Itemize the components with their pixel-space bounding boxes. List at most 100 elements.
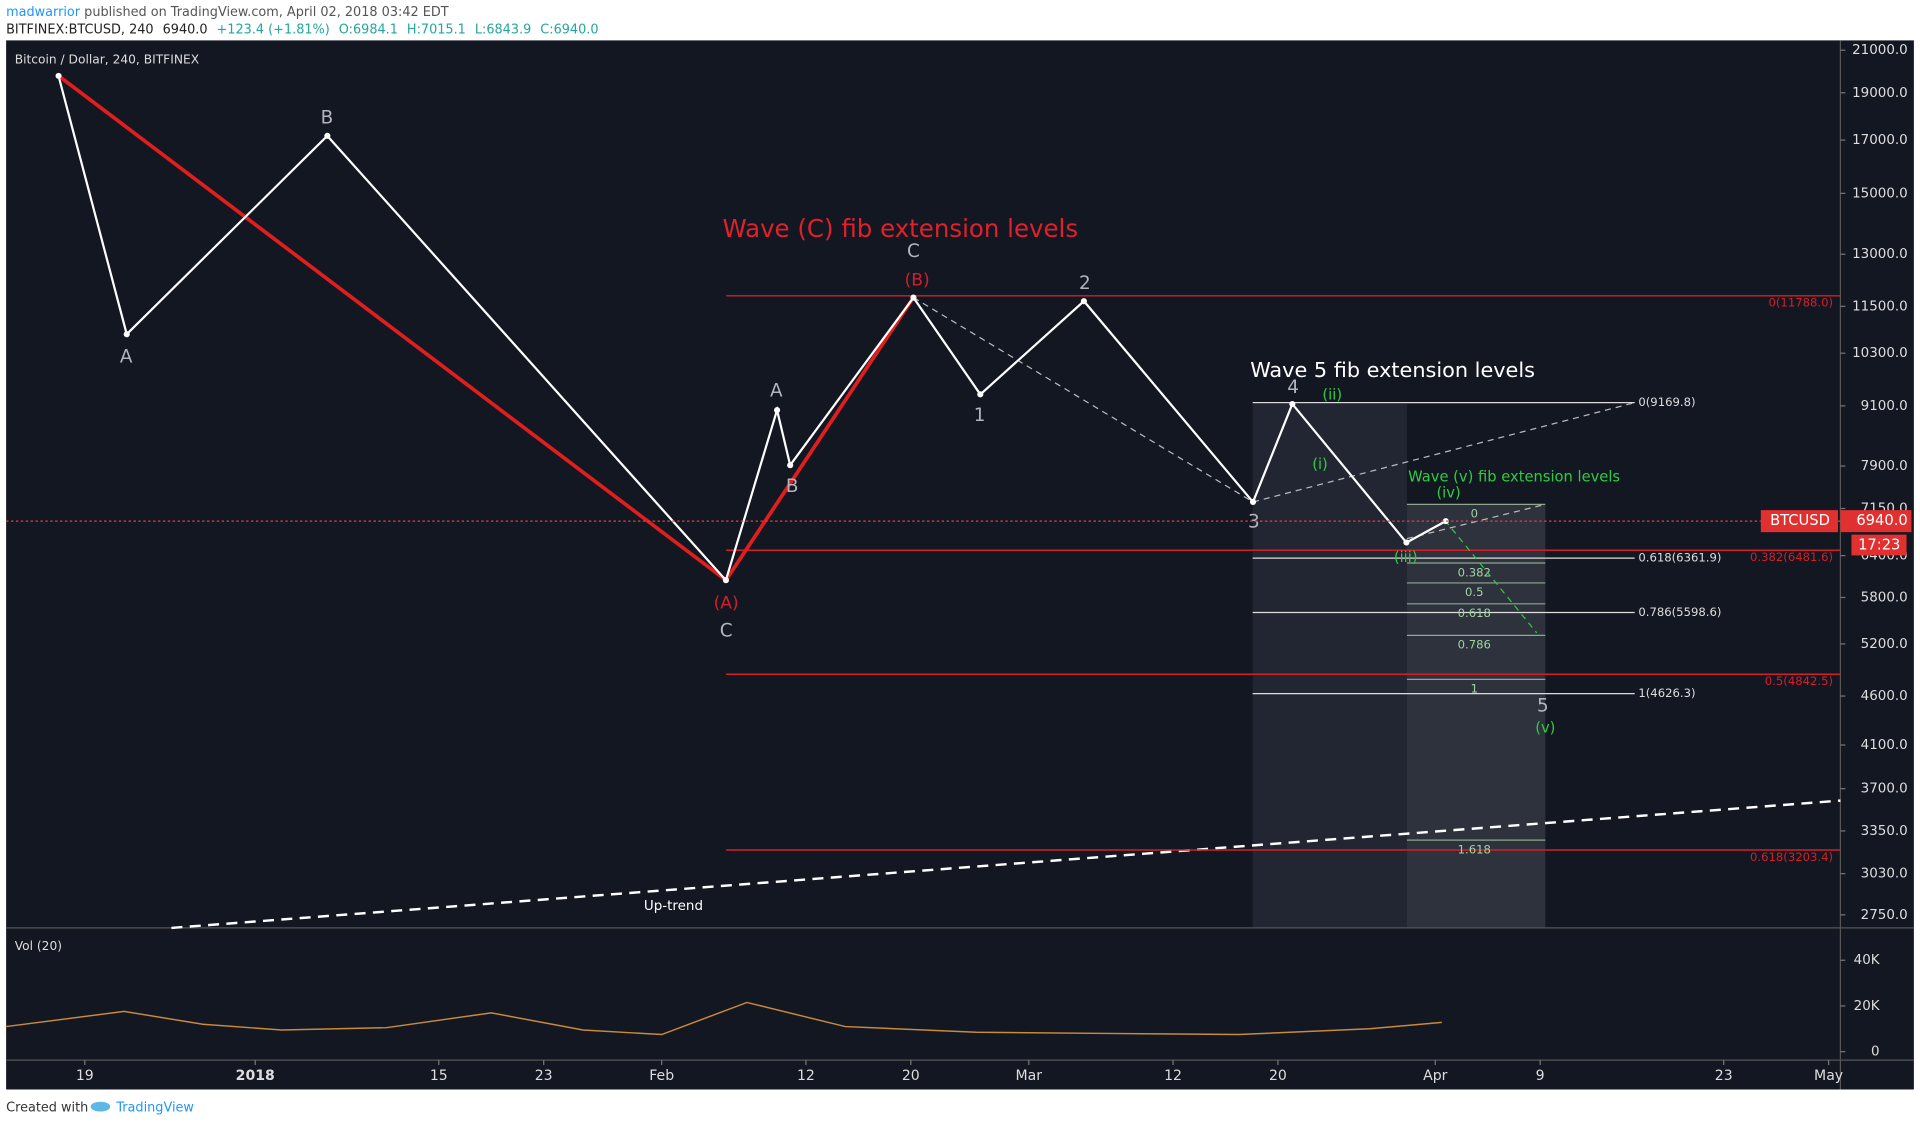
wave-stroke xyxy=(57,74,728,582)
annotation: C xyxy=(720,621,733,642)
author[interactable]: madwarrior xyxy=(6,5,81,20)
footer-created: Created with xyxy=(6,1100,88,1115)
x-tick-label: Mar xyxy=(1016,1068,1043,1084)
x-tick-label: 20 xyxy=(902,1068,920,1084)
fib-v-label: 1 xyxy=(1471,682,1478,696)
symbol-tag-box xyxy=(1760,510,1838,533)
low: L:6843.9 xyxy=(475,22,531,37)
fib-v-label: 0.5 xyxy=(1465,585,1484,599)
fib-5-label: 0(9169.8) xyxy=(1638,395,1695,409)
price-point xyxy=(787,462,794,469)
high: H:7015.1 xyxy=(407,22,466,37)
annotation: (A) xyxy=(714,594,739,614)
annotation: (ii) xyxy=(1322,386,1342,403)
fib-5-label: 1(4626.3) xyxy=(1638,686,1695,700)
price-marker-label: 6940.0 xyxy=(1856,512,1907,529)
annotation: (v) xyxy=(1535,719,1555,736)
annotation: 5 xyxy=(1537,695,1549,716)
volume-y-tick-label: 40K xyxy=(1854,953,1881,968)
volume-y-tick-label: 20K xyxy=(1854,999,1881,1014)
x-tick-label: 12 xyxy=(1164,1068,1182,1084)
annotation: Wave 5 fib extension levels xyxy=(1250,358,1535,382)
y-tick-label: 15000.0 xyxy=(1852,186,1908,201)
header-line: madwarrior published on TradingView.com,… xyxy=(6,5,449,20)
y-tick-label: 9100.0 xyxy=(1861,399,1908,414)
x-tick-label: 12 xyxy=(797,1068,815,1084)
y-tick-label: 10300.0 xyxy=(1852,346,1908,361)
y-tick-label: 21000.0 xyxy=(1852,43,1908,58)
annotation: 4 xyxy=(1287,377,1299,398)
symbol-tag: BTCUSD xyxy=(1770,512,1830,529)
y-tick-label: 3350.0 xyxy=(1861,824,1908,839)
y-tick-label: 2750.0 xyxy=(1861,908,1908,923)
price-point xyxy=(1249,498,1257,506)
price-point xyxy=(1442,518,1449,525)
last: 6940.0 xyxy=(163,22,208,37)
guide-line xyxy=(1444,519,1538,634)
symbol: BITFINEX:BTCUSD, 240 xyxy=(6,22,153,37)
y-tick-label: 7900.0 xyxy=(1861,459,1908,474)
price-point xyxy=(910,294,917,301)
annotation: (B) xyxy=(905,270,930,290)
annotation: Wave (v) fib extension levels xyxy=(1408,468,1620,485)
annotation: C xyxy=(907,241,920,262)
fib-5-label: 0.786(5598.6) xyxy=(1638,605,1721,619)
fib-c-label: 0.618(3203.4) xyxy=(1750,850,1833,864)
x-tick-label: May xyxy=(1814,1068,1843,1084)
countdown: 17:23 xyxy=(1858,537,1900,554)
fib-c-label: 0.5(4842.5) xyxy=(1765,674,1833,688)
fib-c-label: 0(11788.0) xyxy=(1769,296,1834,310)
price-point xyxy=(1289,400,1296,408)
x-tick-label: 19 xyxy=(76,1068,94,1084)
annotation: Up-trend xyxy=(644,899,703,914)
close: C:6940.0 xyxy=(540,22,598,37)
price-point xyxy=(123,331,130,338)
price-point xyxy=(324,132,331,139)
y-tick-label: 4100.0 xyxy=(1861,738,1908,753)
open: O:6984.1 xyxy=(339,22,398,37)
chart-background xyxy=(6,40,1914,1090)
y-tick-label: 5800.0 xyxy=(1861,590,1908,605)
price-marker-box xyxy=(1840,510,1912,533)
annotation: Wave (C) fib extension levels xyxy=(722,214,1078,243)
fib-v-label: 1.618 xyxy=(1458,842,1491,856)
fib-v-label: 0 xyxy=(1471,507,1478,521)
price-point xyxy=(722,577,729,584)
wavev-zone xyxy=(1406,504,1546,928)
chart-title: Bitcoin / Dollar, 240, BITFINEX xyxy=(15,52,199,66)
x-tick-label: Feb xyxy=(649,1068,674,1084)
x-tick-label: 9 xyxy=(1536,1068,1545,1084)
price-point xyxy=(774,407,781,414)
annotation: A xyxy=(120,346,133,367)
y-tick-label: 13000.0 xyxy=(1852,247,1908,262)
annotation: B xyxy=(321,108,334,129)
quote-line: BITFINEX:BTCUSD, 240 6940.0 +123.4 (+1.8… xyxy=(6,22,598,37)
y-tick-label: 17000.0 xyxy=(1852,133,1908,148)
logo xyxy=(90,1101,111,1112)
footer-brand[interactable]: TradingView xyxy=(115,1100,194,1115)
chart-layer: 21000.0 19000.0 17000.0 15000.0 13000.0 11500… xyxy=(6,43,1912,1084)
y-tick-label: 5200.0 xyxy=(1861,637,1908,652)
annotation: (iii) xyxy=(1394,549,1418,566)
x-tick-label: Apr xyxy=(1423,1068,1448,1084)
x-tick-label: 2018 xyxy=(236,1068,275,1084)
volume-title: Vol (20) xyxy=(15,939,62,953)
y-tick-label: 4600.0 xyxy=(1861,689,1908,704)
fib-c-label: 0.382(6481.6) xyxy=(1750,550,1833,564)
x-tick-label: 23 xyxy=(535,1068,553,1084)
y-tick-label: 19000.0 xyxy=(1852,86,1908,101)
y-tick-label: 11500.0 xyxy=(1852,299,1908,314)
price-point xyxy=(55,72,62,79)
price-point xyxy=(1403,539,1410,546)
x-tick-label: 20 xyxy=(1269,1068,1287,1084)
change: +123.4 (+1.81%) xyxy=(217,22,330,37)
annotation: (iv) xyxy=(1436,484,1460,501)
y-tick-label: 3700.0 xyxy=(1861,782,1908,797)
fib-v-label: 0.618 xyxy=(1458,606,1491,620)
fib-v-label: 0.786 xyxy=(1458,638,1491,652)
price-point xyxy=(977,391,984,398)
up-trend-line xyxy=(171,799,1841,930)
annotation: 3 xyxy=(1248,512,1260,533)
annotation: 2 xyxy=(1079,273,1091,294)
